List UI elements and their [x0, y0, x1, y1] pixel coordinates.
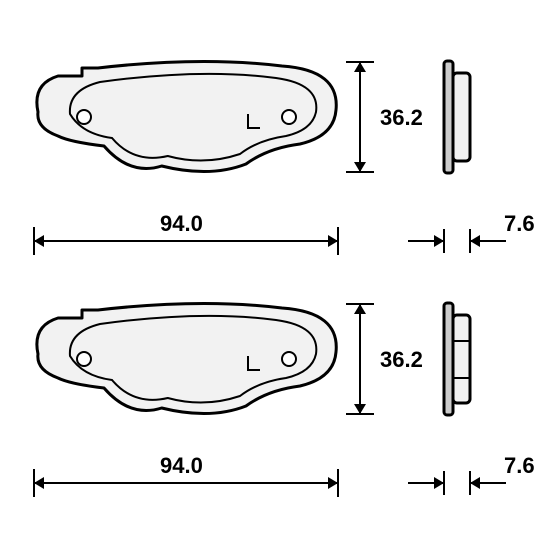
dim-width-bottom: 94.0	[160, 453, 203, 479]
dim-thick-top: 7.6	[504, 211, 535, 237]
diagram-svg	[0, 0, 560, 543]
dim-height-top: 36.2	[380, 105, 423, 131]
dim-height-bottom: 36.2	[380, 347, 423, 373]
diagram-canvas: 36.2 94.0 7.6 36.2 94.0 7.6	[0, 0, 560, 543]
dim-thick-bottom: 7.6	[504, 453, 535, 479]
dim-width-top: 94.0	[160, 211, 203, 237]
